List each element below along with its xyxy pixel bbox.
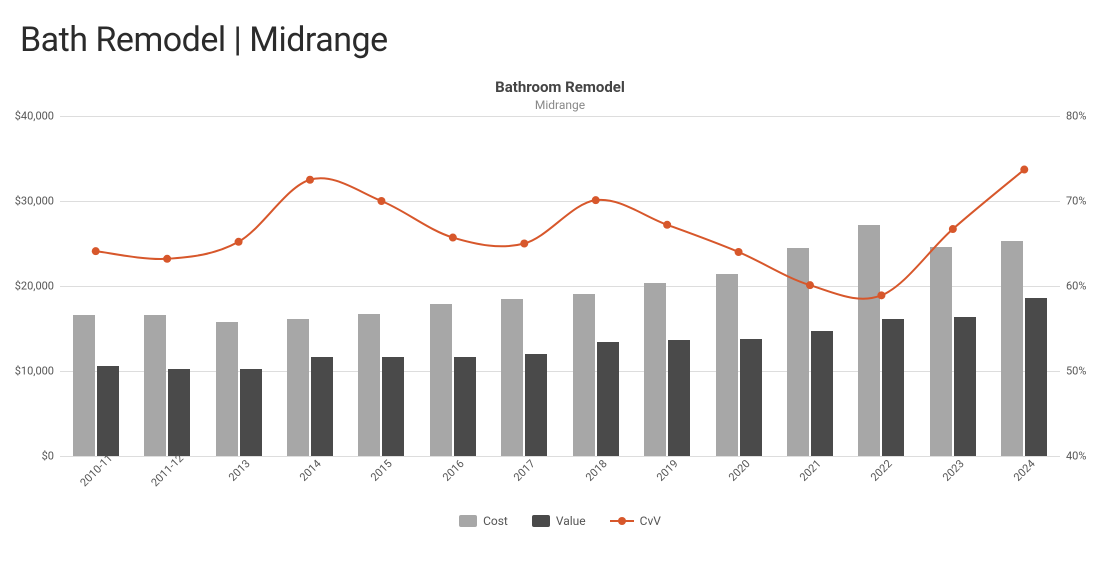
legend-swatch-bar	[459, 515, 477, 527]
x-label: 2022	[860, 449, 915, 504]
bar-value	[168, 369, 190, 456]
bar-cost	[358, 314, 380, 456]
y-axis-right: 40%50%60%70%80%	[1060, 116, 1110, 456]
x-label: 2024	[1003, 449, 1058, 504]
bar-value	[811, 331, 833, 456]
bar-group	[857, 225, 905, 456]
bar-value	[525, 354, 547, 456]
plot-area: $0$10,000$20,000$30,000$40,000 40%50%60%…	[60, 116, 1060, 486]
bar-cost	[858, 225, 880, 456]
bar-group	[929, 247, 977, 456]
bar-value	[454, 357, 476, 456]
bar-cost	[501, 299, 523, 456]
legend-label: Cost	[483, 514, 508, 528]
y-right-tick: 50%	[1060, 365, 1110, 378]
bar-group	[143, 315, 191, 456]
legend-swatch-line	[610, 520, 634, 522]
x-label: 2017	[503, 449, 558, 504]
bar-value	[597, 342, 619, 456]
bar-cost	[430, 304, 452, 456]
chart-subtitle: Midrange	[20, 98, 1100, 112]
y-left-tick: $10,000	[10, 365, 60, 378]
x-label: 2011-12	[146, 449, 201, 504]
y-right-tick: 40%	[1060, 450, 1110, 463]
bar-group	[429, 304, 477, 456]
x-label: 2020	[717, 449, 772, 504]
bar-group	[643, 283, 691, 456]
legend-swatch-bar	[532, 515, 550, 527]
x-label: 2014	[289, 449, 344, 504]
bar-group	[286, 319, 334, 456]
bar-cost	[644, 283, 666, 456]
bar-group	[572, 294, 620, 456]
bar-cost	[144, 315, 166, 456]
x-label: 2023	[932, 449, 987, 504]
y-left-tick: $20,000	[10, 280, 60, 293]
bar-cost	[716, 274, 738, 456]
bar-value	[1025, 298, 1047, 456]
bar-group	[500, 299, 548, 456]
x-label: 2013	[217, 449, 272, 504]
bar-value	[882, 319, 904, 456]
y-right-tick: 70%	[1060, 195, 1110, 208]
x-label: 2015	[360, 449, 415, 504]
bar-cost	[1001, 241, 1023, 456]
x-label: 2016	[432, 449, 487, 504]
legend-label: CvV	[640, 514, 661, 528]
bar-cost	[930, 247, 952, 456]
x-label: 2010-11	[74, 449, 129, 504]
chart: Bathroom Remodel Midrange $0$10,000$20,0…	[20, 78, 1100, 528]
page-title: Bath Remodel | Midrange	[20, 20, 1097, 60]
bar-group	[715, 274, 763, 456]
bar-value	[311, 357, 333, 456]
chart-title: Bathroom Remodel	[20, 78, 1100, 96]
bar-value	[240, 369, 262, 456]
legend-item: Value	[532, 514, 586, 528]
bar-value	[97, 366, 119, 456]
legend-label: Value	[556, 514, 586, 528]
y-right-tick: 80%	[1060, 110, 1110, 123]
legend: Cost Value CvV	[20, 514, 1100, 528]
y-left-tick: $0	[10, 450, 60, 463]
bar-group	[215, 322, 263, 456]
legend-item: CvV	[610, 514, 661, 528]
bar-group	[357, 314, 405, 456]
x-axis-labels: 2010-112011-1220132014201520162017201820…	[60, 456, 1060, 486]
x-label: 2019	[646, 449, 701, 504]
x-label: 2018	[574, 449, 629, 504]
bar-value	[668, 340, 690, 456]
bar-value	[382, 357, 404, 456]
bar-cost	[573, 294, 595, 456]
bar-group	[1000, 241, 1048, 456]
bar-value	[954, 317, 976, 456]
y-left-tick: $30,000	[10, 195, 60, 208]
bar-group	[786, 248, 834, 456]
bar-cost	[287, 319, 309, 456]
y-axis-left: $0$10,000$20,000$30,000$40,000	[10, 116, 60, 456]
y-left-tick: $40,000	[10, 110, 60, 123]
legend-item: Cost	[459, 514, 508, 528]
y-right-tick: 60%	[1060, 280, 1110, 293]
x-label: 2021	[789, 449, 844, 504]
bar-cost	[216, 322, 238, 456]
bar-group	[72, 315, 120, 456]
bar-groups	[60, 116, 1060, 456]
bar-value	[740, 339, 762, 456]
bar-cost	[787, 248, 809, 456]
bar-cost	[73, 315, 95, 456]
